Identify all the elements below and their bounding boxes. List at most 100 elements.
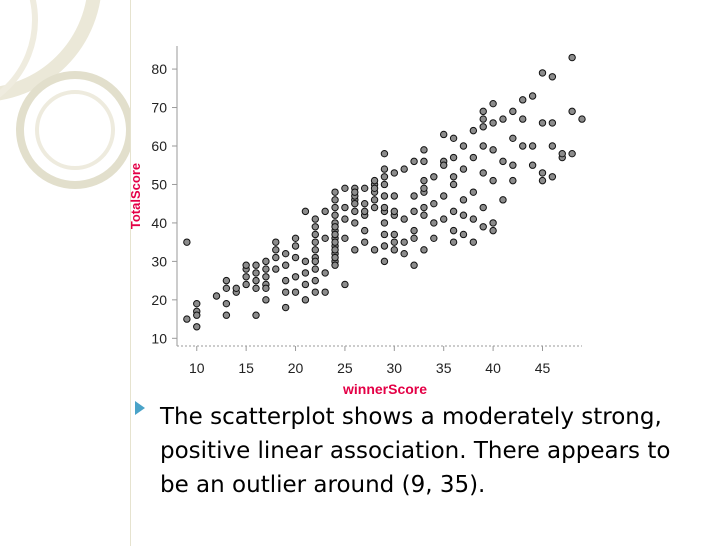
data-point: [370, 196, 379, 204]
data-point: [519, 142, 527, 150]
data-point: [479, 115, 487, 123]
data-point: [252, 276, 260, 285]
data-point: [301, 207, 310, 216]
data-point: [321, 234, 329, 243]
data-point: [331, 188, 339, 196]
data-point: [489, 226, 497, 235]
data-point: [548, 119, 557, 127]
data-point: [360, 207, 369, 216]
data-point: [400, 249, 408, 258]
data-point: [449, 207, 458, 216]
slide-divider-line: [130, 0, 131, 546]
data-point: [459, 165, 468, 173]
data-point: [489, 119, 497, 127]
data-point: [440, 192, 448, 200]
data-point: [311, 215, 319, 223]
data-point: [331, 196, 339, 204]
data-point: [291, 253, 300, 262]
data-point: [321, 207, 329, 216]
data-point: [301, 296, 310, 304]
data-point: [212, 292, 221, 300]
data-point: [459, 142, 468, 150]
data-point: [528, 161, 537, 169]
data-point: [380, 180, 389, 189]
x-tick-label: 35: [436, 360, 452, 376]
data-point: [301, 269, 310, 277]
data-point: [311, 246, 319, 254]
data-point: [449, 134, 458, 143]
data-point: [351, 246, 359, 254]
data-point: [499, 115, 507, 123]
y-axis-title: TotalScore: [128, 163, 143, 229]
x-tick-label: 15: [238, 360, 254, 376]
data-point: [430, 199, 438, 208]
data-point: [193, 323, 201, 331]
data-point: [390, 207, 399, 216]
data-point: [351, 199, 359, 208]
data-point: [291, 288, 300, 296]
data-point: [499, 196, 507, 204]
data-point: [420, 184, 428, 193]
data-point: [341, 203, 349, 212]
data-point: [183, 315, 191, 323]
data-point: [509, 176, 517, 185]
data-point: [252, 284, 260, 293]
data-point: [291, 273, 300, 281]
data-point: [420, 146, 428, 154]
data-point: [459, 211, 468, 219]
data-point: [331, 261, 339, 269]
data-point: [420, 246, 428, 254]
data-point: [528, 92, 537, 100]
data-point: [548, 73, 557, 81]
data-point: [440, 215, 448, 223]
data-point: [242, 261, 250, 269]
data-point: [281, 261, 290, 269]
data-point: [380, 165, 389, 173]
data-point: [262, 265, 270, 273]
data-point: [469, 238, 478, 246]
data-point: [281, 249, 290, 258]
data-point: [331, 203, 339, 212]
data-point: [252, 261, 260, 269]
data-point: [469, 126, 478, 135]
data-point: [410, 261, 418, 269]
x-tick-label: 25: [337, 360, 353, 376]
data-point: [311, 257, 319, 266]
data-point: [272, 265, 280, 273]
data-point: [449, 153, 458, 162]
data-point: [311, 276, 319, 285]
data-point: [489, 219, 497, 227]
data-point: [193, 311, 201, 319]
data-point: [331, 246, 339, 254]
data-point: [400, 165, 408, 173]
data-point: [479, 123, 487, 131]
data-point: [341, 280, 349, 289]
data-point: [449, 238, 458, 246]
data-point: [331, 223, 339, 231]
data-point: [390, 230, 399, 239]
data-point: [420, 203, 428, 212]
data-point: [430, 234, 438, 243]
data-point: [538, 69, 547, 77]
data-point: [281, 276, 290, 285]
data-point: [410, 192, 418, 200]
data-point: [351, 219, 359, 227]
data-point: [281, 288, 290, 296]
data-point: [469, 153, 478, 162]
data-point: [360, 238, 369, 246]
data-point: [449, 180, 458, 189]
data-point: [370, 176, 379, 185]
data-point: [222, 276, 231, 285]
x-axis-title: winnerScore: [342, 381, 427, 397]
data-point: [459, 196, 468, 204]
data-point: [311, 230, 319, 239]
data-point: [568, 107, 576, 116]
data-point: [568, 53, 576, 62]
x-tick-label: 20: [288, 360, 304, 376]
data-point: [321, 269, 329, 277]
data-point: [272, 253, 280, 262]
data-point: [351, 188, 359, 196]
data-point: [183, 238, 191, 246]
data-point: [410, 207, 418, 216]
data-point: [351, 207, 359, 216]
